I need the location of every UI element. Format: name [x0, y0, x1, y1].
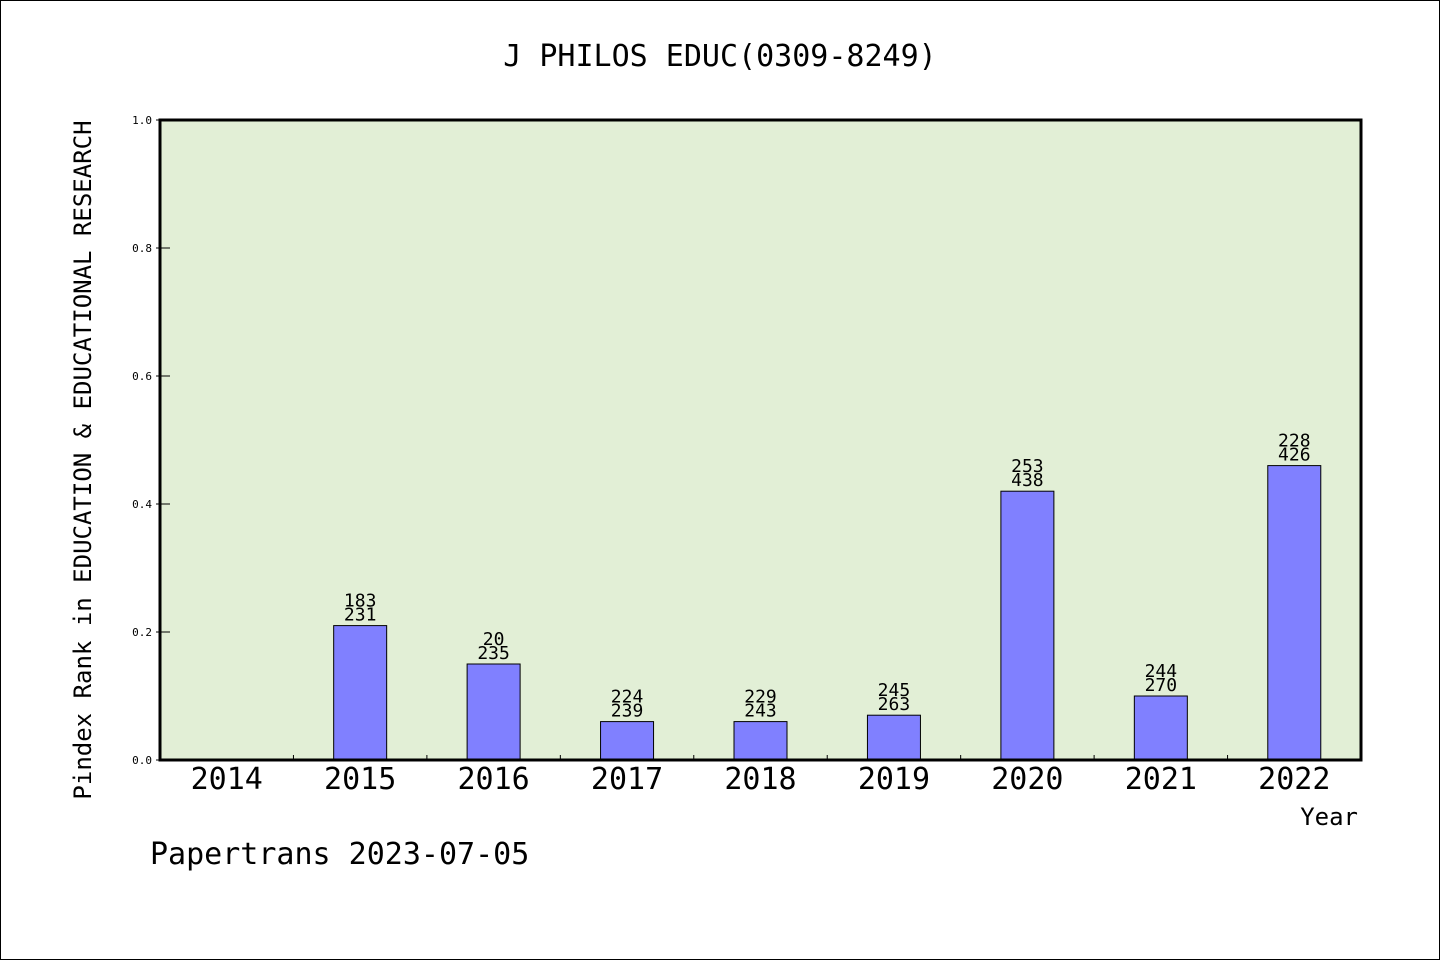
bar-label-top: 253 — [1011, 456, 1044, 477]
y-axis-label: Pindex Rank in EDUCATION & EDUCATIONAL R… — [69, 120, 97, 799]
bar-label-top: 183 — [344, 591, 377, 612]
bar-2018 — [733, 721, 788, 761]
x-tick-label: 2020 — [991, 762, 1063, 797]
bar-label-bottom: 270 — [1145, 675, 1178, 696]
bar-2016 — [466, 663, 521, 761]
y-tick-label: 0.6 — [132, 370, 152, 383]
x-tick-label: 2014 — [191, 762, 263, 797]
bar-2019 — [866, 714, 921, 761]
x-tick-label: 2019 — [858, 762, 930, 797]
y-tick-label: 1.0 — [132, 114, 152, 127]
x-tick-label: 2018 — [724, 762, 796, 797]
bar-label-bottom: 235 — [477, 643, 510, 664]
x-tick-label: 2022 — [1258, 762, 1330, 797]
x-tick-label: 2016 — [457, 762, 529, 797]
bar-label-bottom: 426 — [1278, 445, 1311, 466]
y-tick-label: 0.2 — [132, 626, 152, 639]
bar-label-top: 244 — [1145, 661, 1178, 682]
x-tick-label: 2017 — [591, 762, 663, 797]
bar-label-top: 20 — [483, 629, 505, 650]
bar-2015 — [333, 625, 388, 761]
footer-credit: Papertrans 2023-07-05 — [150, 837, 529, 872]
bar-2017 — [600, 721, 655, 761]
y-tick-label: 0.4 — [132, 498, 152, 511]
y-tick-label: 0.8 — [132, 242, 152, 255]
bar-2020 — [1000, 490, 1055, 761]
bar-label-top: 224 — [611, 687, 644, 708]
bar-label-bottom: 438 — [1011, 470, 1044, 491]
bar-label-top: 245 — [878, 680, 911, 701]
x-tick-label: 2021 — [1125, 762, 1197, 797]
y-tick-label: 0.0 — [132, 754, 152, 767]
bar-label-top: 228 — [1278, 431, 1311, 452]
x-tick-label: 2015 — [324, 762, 396, 797]
bar-label-top: 229 — [744, 687, 777, 708]
plot-border — [158, 118, 1363, 762]
x-axis-label: Year — [1300, 803, 1358, 831]
x-axis-ticks: 2014 2015 2016 2017 2018 2019 2020 2021 2022 — [191, 755, 1330, 797]
bar-label-bottom: 263 — [878, 694, 911, 715]
bar-2021 — [1133, 695, 1188, 761]
bar-2022 — [1267, 465, 1322, 761]
bar-label-bottom: 243 — [744, 701, 777, 722]
chart-title: J PHILOS EDUC(0309-8249) — [503, 39, 936, 74]
bar-label-bottom: 239 — [611, 701, 644, 722]
bar-label-bottom: 231 — [344, 605, 377, 626]
bars — [333, 465, 1322, 761]
